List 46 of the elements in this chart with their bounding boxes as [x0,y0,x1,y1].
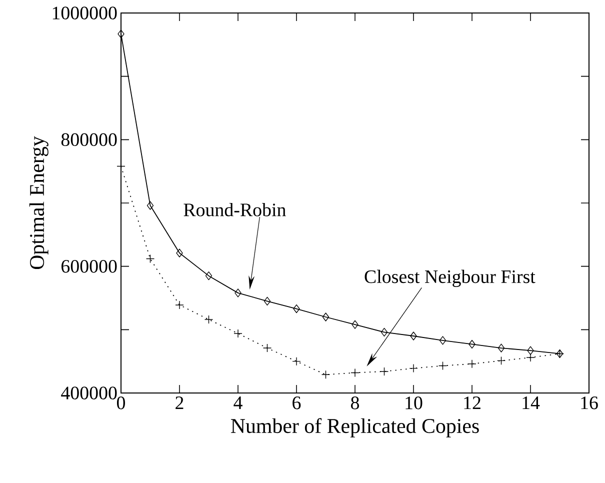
point [146,254,155,264]
point [350,368,360,378]
point [205,272,212,280]
point [468,360,476,368]
y-tick-label: 1000000 [52,6,117,20]
y-tick-label: 800000 [61,133,117,146]
point [380,367,389,376]
point [264,296,271,306]
annotation: Round-Robin [184,202,286,216]
y-tick-label: 600000 [62,260,117,273]
point [352,320,358,329]
point [380,328,388,337]
point [175,300,184,310]
point [468,340,476,349]
point [410,332,417,340]
point [118,30,124,38]
x-tick-label: 6 [292,396,301,410]
point [527,346,534,355]
y-tick-label: 400000 [61,386,117,400]
point [498,344,505,352]
point [439,336,446,345]
x-tick-label: 2 [176,396,184,410]
point [176,248,183,258]
x-tick-label: 10 [406,396,422,410]
x-tick-label: 14 [522,396,540,410]
point [262,344,272,352]
point [293,304,300,314]
point [146,201,154,210]
x-tick-label: 12 [464,396,480,410]
point [526,353,535,362]
point [409,364,418,373]
point [438,361,448,370]
y-axis-title: Optimal Energy [29,136,48,270]
point [234,329,242,338]
point [321,370,330,379]
x-tick-label: 16 [581,396,598,410]
x-tick-label: 0 [116,396,126,410]
point [234,288,242,298]
x-tick-label: 8 [350,396,360,410]
x-axis-title: Number of Replicated Copies [230,418,479,438]
annotation: Closest Neigbour First [364,270,536,287]
point [204,315,214,324]
point [496,356,506,366]
point [322,312,330,322]
x-tick-label: 4 [234,396,242,409]
point [292,357,301,366]
